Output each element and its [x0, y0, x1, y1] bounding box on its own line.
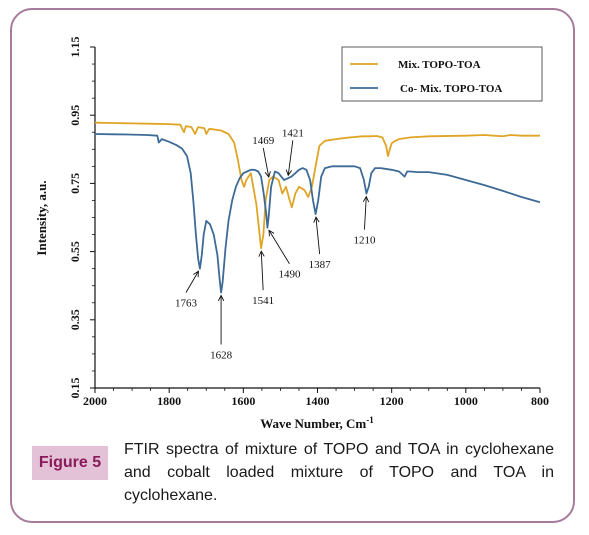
y-tick-label: 0.35: [68, 309, 82, 330]
annotation-arrowhead: [264, 171, 271, 179]
legend-label-series-1: Mix. TOPO-TOA: [398, 59, 481, 71]
x-tick-label: 1400: [306, 394, 330, 408]
annotation-label: 1628: [210, 350, 233, 362]
x-tick-label: 1200: [380, 394, 404, 408]
axes: 2000 1800 1600 1400 1200 1000 800 0.15 0.35 0.55 0…: [68, 37, 549, 409]
annotation-arrowhead: [193, 270, 199, 278]
x-axis-label-superscript: -1: [366, 415, 374, 425]
x-tick-label: 1000: [454, 394, 478, 408]
legend: Mix. TOPO-TOA Co- Mix. TOPO-TOA: [341, 46, 543, 102]
legend-label-series-2: Co- Mix. TOPO-TOA: [400, 83, 502, 95]
annotation-label: 1387: [309, 259, 332, 271]
y-tick-label: 0.75: [68, 173, 82, 194]
annotation-arrow: [315, 217, 321, 255]
annotation-label: 1421: [282, 127, 304, 139]
x-tick-label: 2000: [83, 394, 107, 408]
x-axis-label: Wave Number, Cm-1: [260, 415, 374, 431]
annotation-arrowhead: [217, 294, 225, 302]
y-tick-label: 0.95: [68, 105, 82, 126]
annotation-label: 1490: [278, 269, 301, 281]
series-line-1: [94, 121, 540, 250]
x-tick-label: 1800: [157, 394, 181, 408]
annotation-label: 1210: [353, 235, 376, 247]
ftir-chart: 2000 1800 1600 1400 1200 1000 800 0.15 0.35 0.55 0…: [34, 37, 549, 432]
annotation-label: 1469: [252, 135, 275, 147]
annotation-arrow: [260, 251, 264, 291]
annotation-arrowhead: [285, 169, 292, 177]
series-line-2: [94, 133, 541, 294]
x-tick-label: 800: [531, 394, 549, 408]
annotation-label: 1763: [175, 298, 198, 310]
x-axis-label-text: Wave Number, Cm: [260, 416, 366, 431]
annotation-label: 1541: [252, 295, 274, 307]
annotation-arrowhead: [268, 229, 275, 237]
y-tick-label: 0.15: [68, 378, 82, 399]
annotation-arrow: [287, 140, 294, 176]
figure-label: Figure 5: [32, 446, 108, 480]
x-tick-label: 1600: [231, 394, 255, 408]
annotation-arrow: [364, 196, 367, 230]
y-tick-label: 1.15: [68, 37, 82, 58]
y-tick-label: 0.55: [68, 241, 82, 262]
annotation-arrowhead: [313, 216, 320, 223]
annotation-arrowhead: [258, 250, 265, 257]
annotation-arrow: [262, 147, 270, 178]
annotation-arrow: [268, 230, 290, 264]
annotation-arrow: [185, 271, 199, 293]
figure-caption: FTIR spectra of mixture of TOPO and TOA …: [124, 441, 554, 504]
y-axis-label: Intensity, a.u.: [34, 180, 49, 255]
annotation-arrowhead: [362, 195, 370, 203]
